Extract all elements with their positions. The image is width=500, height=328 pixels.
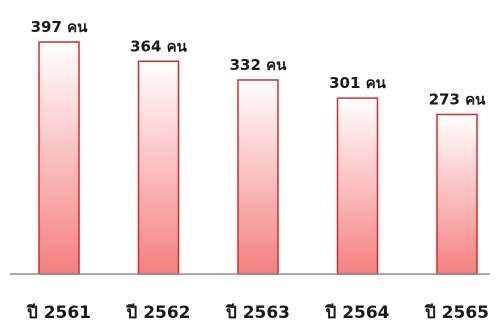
- data-label-1: 397 คน: [31, 18, 89, 36]
- data-label-4: 301 คน: [329, 74, 387, 92]
- data-labels-group: 397 คน 364 คน 332 คน 301 คน 273 คน: [31, 18, 487, 108]
- bar-5: [436, 113, 478, 275]
- category-label-5: ปี 2565: [424, 302, 489, 323]
- bar-2: [137, 60, 180, 275]
- bars-group: [38, 41, 478, 275]
- data-label-3: 332 คน: [230, 56, 288, 74]
- category-label-2: ปี 2562: [126, 302, 191, 323]
- category-label-1: ปี 2561: [26, 302, 91, 323]
- data-label-2: 364 คน: [130, 37, 188, 55]
- category-labels-group: ปี 2561 ปี 2562 ปี 2563 ปี 2564 ปี 2565: [26, 302, 489, 323]
- bar-1: [38, 41, 80, 275]
- bar-4: [336, 97, 379, 275]
- bar-3: [237, 79, 279, 275]
- category-label-4: ปี 2564: [325, 302, 390, 323]
- category-label-3: ปี 2563: [225, 302, 290, 323]
- data-label-5: 273 คน: [429, 90, 487, 108]
